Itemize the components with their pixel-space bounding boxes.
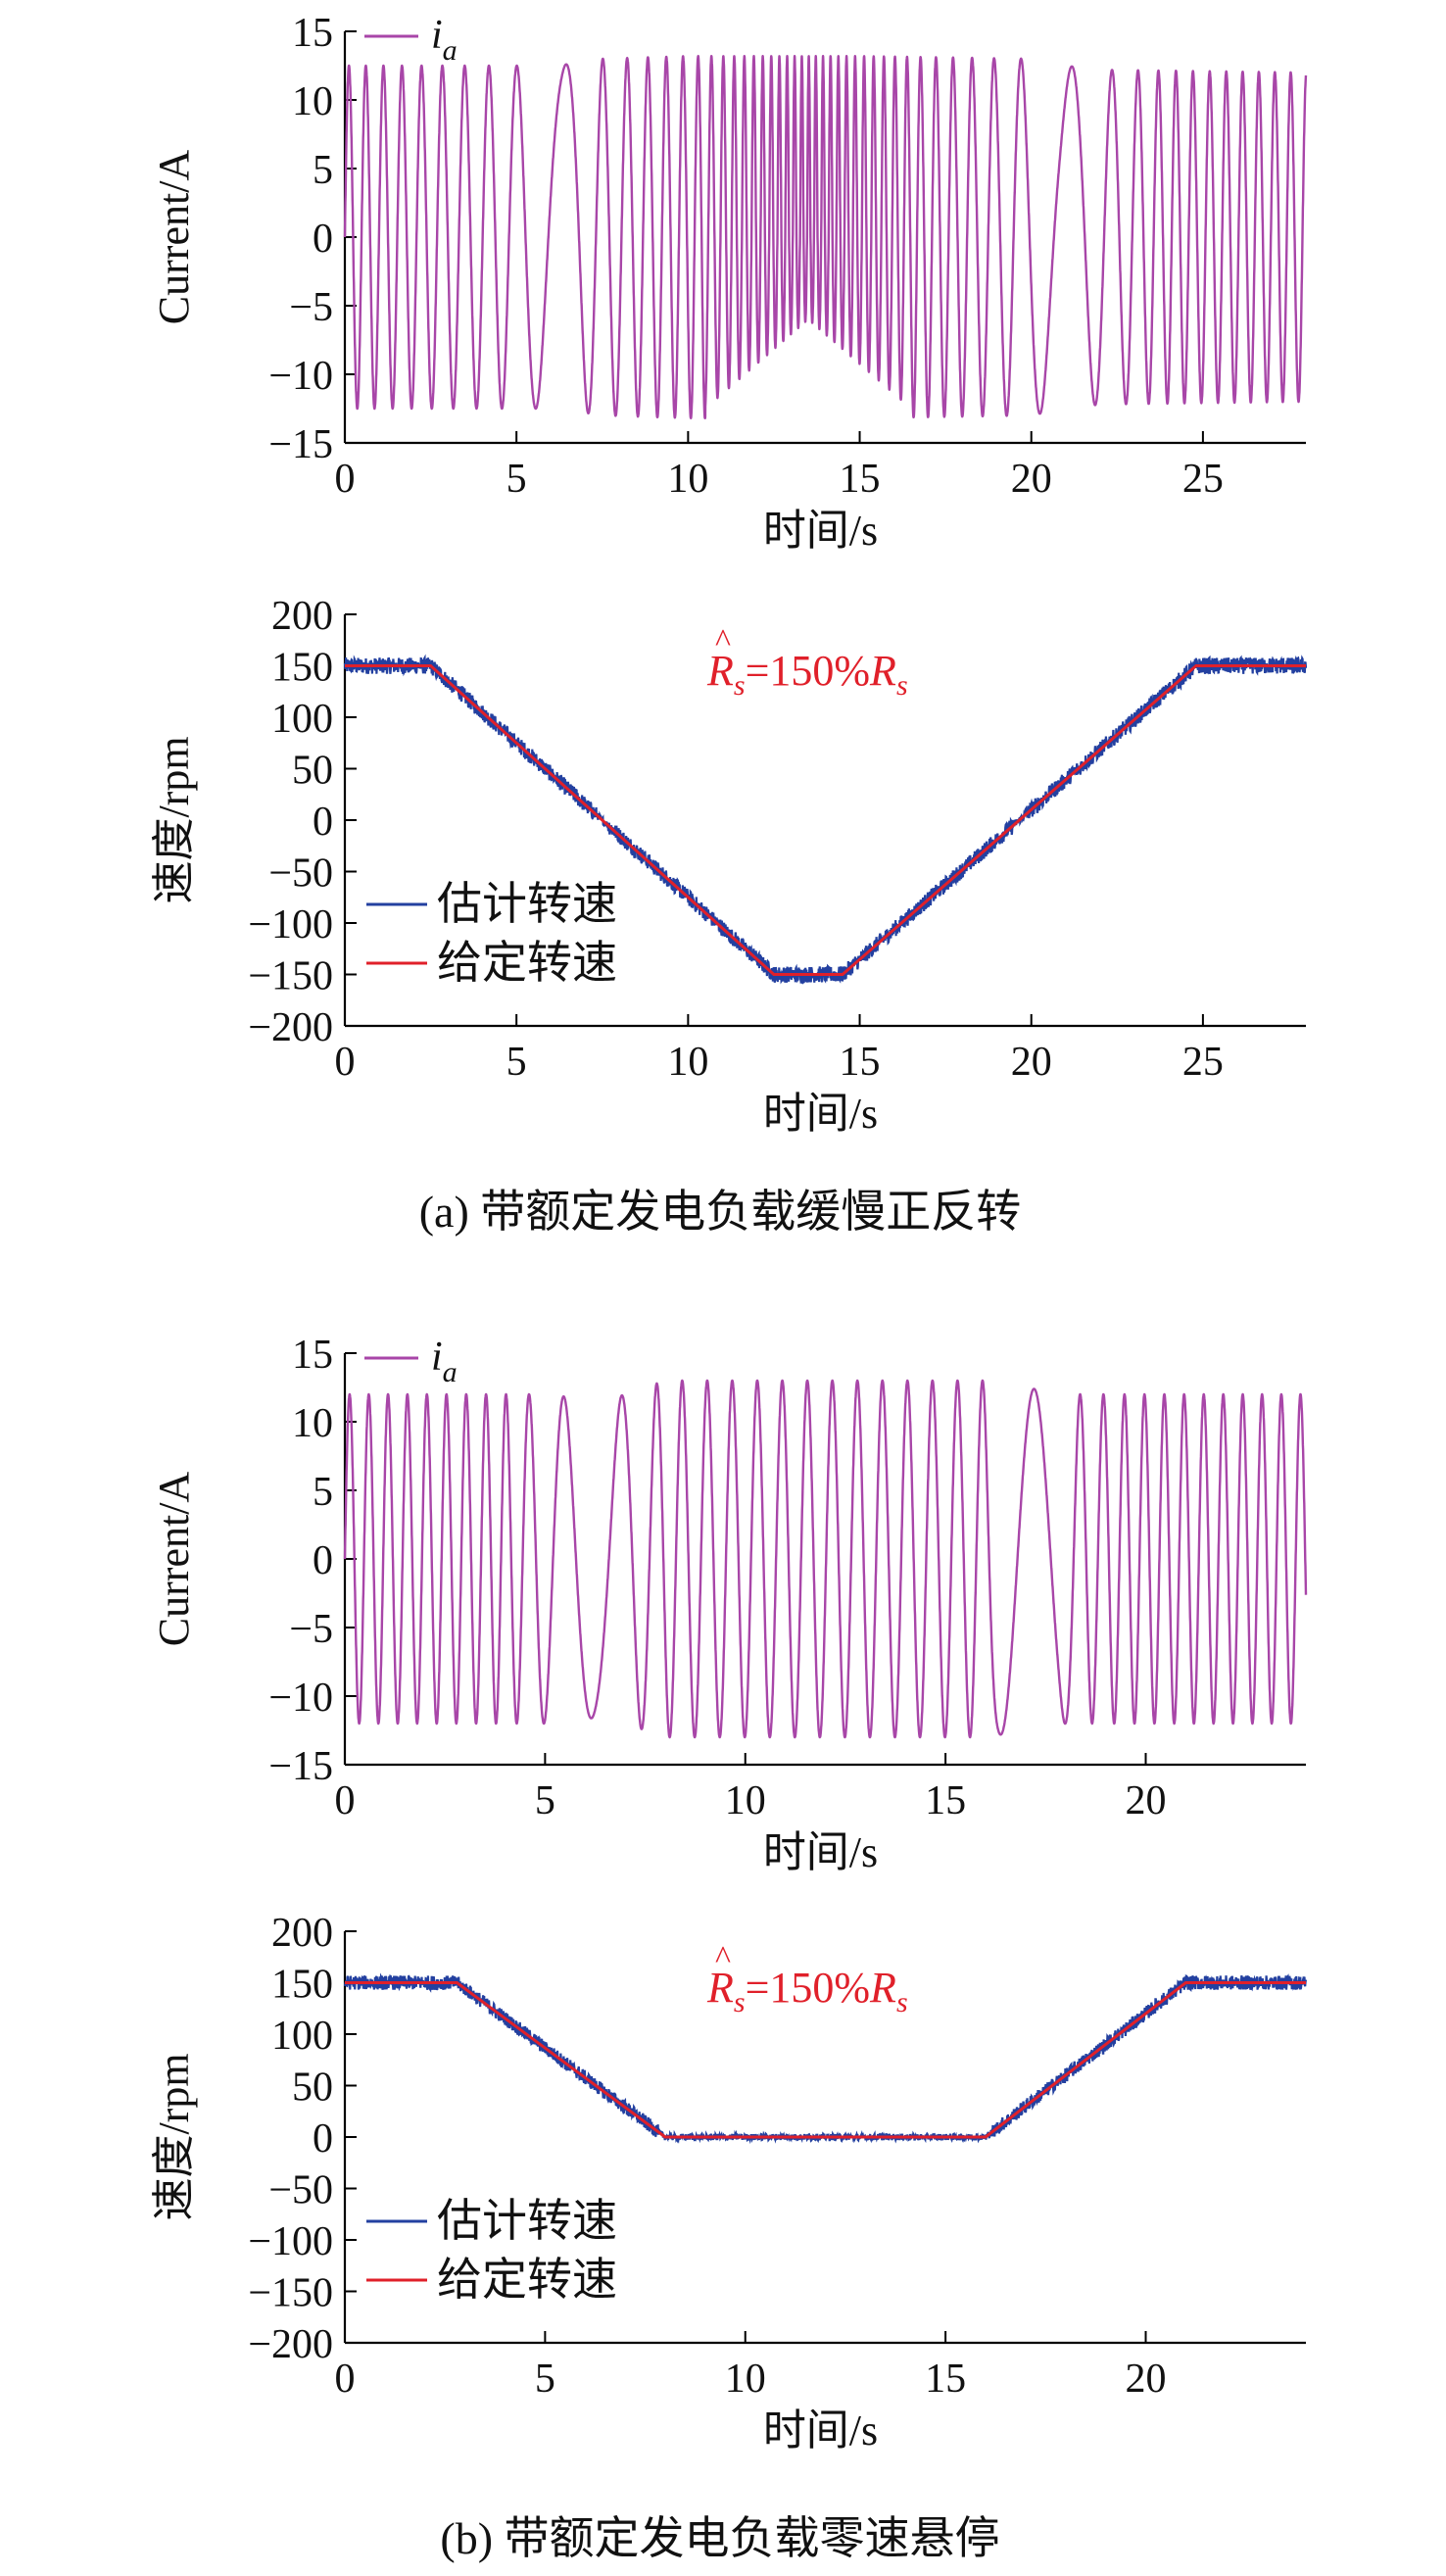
legend-ia-subscript: a (443, 34, 458, 67)
y-axis-label: 速度/rpm (150, 2053, 198, 2220)
legend-estimated-label: 估计转速 (437, 2196, 617, 2246)
rs-annotation-part: =150% (746, 1964, 870, 2012)
x-tick-label: 0 (335, 457, 356, 502)
y-tick-label: 50 (292, 749, 333, 794)
y-tick-label: 100 (271, 2014, 333, 2059)
y-tick-label: −15 (268, 1744, 333, 1789)
y-tick-label: −5 (289, 285, 333, 330)
x-tick-label: 0 (335, 2357, 356, 2402)
rs-annotation-part: s (896, 669, 908, 702)
x-tick-label: 20 (1126, 1778, 1167, 1823)
rs-annotation-part: R (869, 1964, 896, 2012)
x-tick-label: 20 (1126, 2357, 1167, 2402)
x-tick-label: 15 (925, 1778, 966, 1823)
y-tick-label: 0 (313, 800, 333, 845)
y-tick-label: 0 (313, 1538, 333, 1583)
rs-hat-mark: ^ (715, 1940, 731, 1976)
x-tick-label: 15 (925, 2357, 966, 2402)
x-tick-label: 5 (506, 1040, 527, 1085)
rs-annotation-part: =150% (746, 647, 870, 695)
y-tick-label: 200 (271, 1911, 333, 1956)
y-tick-label: 10 (292, 1401, 333, 1446)
rs-annotation-part: s (896, 1986, 908, 2018)
y-tick-label: 5 (313, 148, 333, 193)
y-axis-label: 速度/rpm (150, 736, 198, 903)
y-tick-label: 200 (271, 594, 333, 639)
legend-ia-label: ia (431, 13, 458, 67)
y-tick-label: −10 (268, 354, 333, 399)
x-tick-label: 5 (535, 1778, 555, 1823)
y-tick-label: 5 (313, 1470, 333, 1515)
rs-annotation: Rs=150%Rs (706, 647, 908, 702)
series-ia-line (343, 1379, 1308, 1739)
rs-hat-mark: ^ (715, 623, 731, 659)
legend-reference-label: 给定转速 (437, 2255, 617, 2305)
legend-reference-label: 给定转速 (437, 938, 617, 988)
rs-annotation-part: R (706, 1964, 734, 2012)
x-tick-label: 10 (667, 457, 708, 502)
y-tick-label: −15 (268, 422, 333, 467)
y-tick-label: 50 (292, 2066, 333, 2111)
x-tick-label: 10 (725, 2357, 766, 2402)
x-tick-label: 15 (840, 1040, 881, 1085)
series-estimated-speed-line (343, 1972, 1308, 2145)
y-tick-label: 150 (271, 1963, 333, 2008)
x-axis-label: 时间/s (763, 2406, 878, 2454)
x-axis-label: 时间/s (763, 1090, 878, 1138)
x-tick-label: 15 (840, 457, 881, 502)
x-tick-label: 25 (1182, 1040, 1224, 1085)
rs-annotation-part: R (869, 647, 896, 695)
y-tick-label: −150 (248, 954, 333, 999)
x-tick-label: 0 (335, 1040, 356, 1085)
x-tick-label: 0 (335, 1778, 356, 1823)
y-tick-label: 100 (271, 697, 333, 742)
rs-annotation-part: s (734, 1986, 746, 2018)
series-reference-speed-line (345, 664, 1306, 976)
rs-annotation: Rs=150%Rs (706, 1964, 908, 2018)
y-tick-label: 150 (271, 646, 333, 691)
y-tick-label: 0 (313, 2116, 333, 2162)
x-tick-label: 20 (1011, 457, 1052, 502)
y-tick-label: −150 (248, 2271, 333, 2316)
y-tick-label: −10 (268, 1676, 333, 1721)
x-tick-label: 5 (535, 2357, 555, 2402)
y-axis-label: Current/A (150, 150, 198, 325)
x-axis-label: 时间/s (763, 1828, 878, 1876)
y-tick-label: −50 (268, 851, 333, 897)
y-tick-label: 15 (292, 11, 333, 56)
y-tick-label: 15 (292, 1333, 333, 1378)
x-tick-label: 20 (1011, 1040, 1052, 1085)
y-tick-label: 0 (313, 217, 333, 262)
legend-estimated-label: 估计转速 (437, 879, 617, 929)
x-tick-label: 5 (506, 457, 527, 502)
y-tick-label: −200 (248, 2322, 333, 2367)
series-ia-line (343, 55, 1308, 419)
y-tick-label: −100 (248, 2219, 333, 2264)
x-tick-label: 25 (1182, 457, 1224, 502)
y-tick-label: −200 (248, 1005, 333, 1050)
y-axis-label: Current/A (150, 1472, 198, 1647)
rs-annotation-part: R (706, 647, 734, 695)
caption-a: (a) 带额定发电负载缓慢正反转 (419, 1187, 1022, 1237)
legend-ia-subscript: a (443, 1356, 458, 1388)
y-tick-label: −50 (268, 2168, 333, 2213)
y-tick-label: −5 (289, 1607, 333, 1652)
y-tick-label: −100 (248, 902, 333, 948)
y-tick-label: 10 (292, 79, 333, 124)
legend-ia-label: ia (431, 1335, 458, 1388)
series-reference-speed-line (345, 1981, 1306, 2139)
caption-b: (b) 带额定发电负载零速悬停 (440, 2513, 999, 2563)
series-estimated-speed-line (343, 654, 1308, 985)
x-tick-label: 10 (667, 1040, 708, 1085)
x-axis-label: 时间/s (763, 507, 878, 555)
rs-annotation-part: s (734, 669, 746, 702)
x-tick-label: 10 (725, 1778, 766, 1823)
